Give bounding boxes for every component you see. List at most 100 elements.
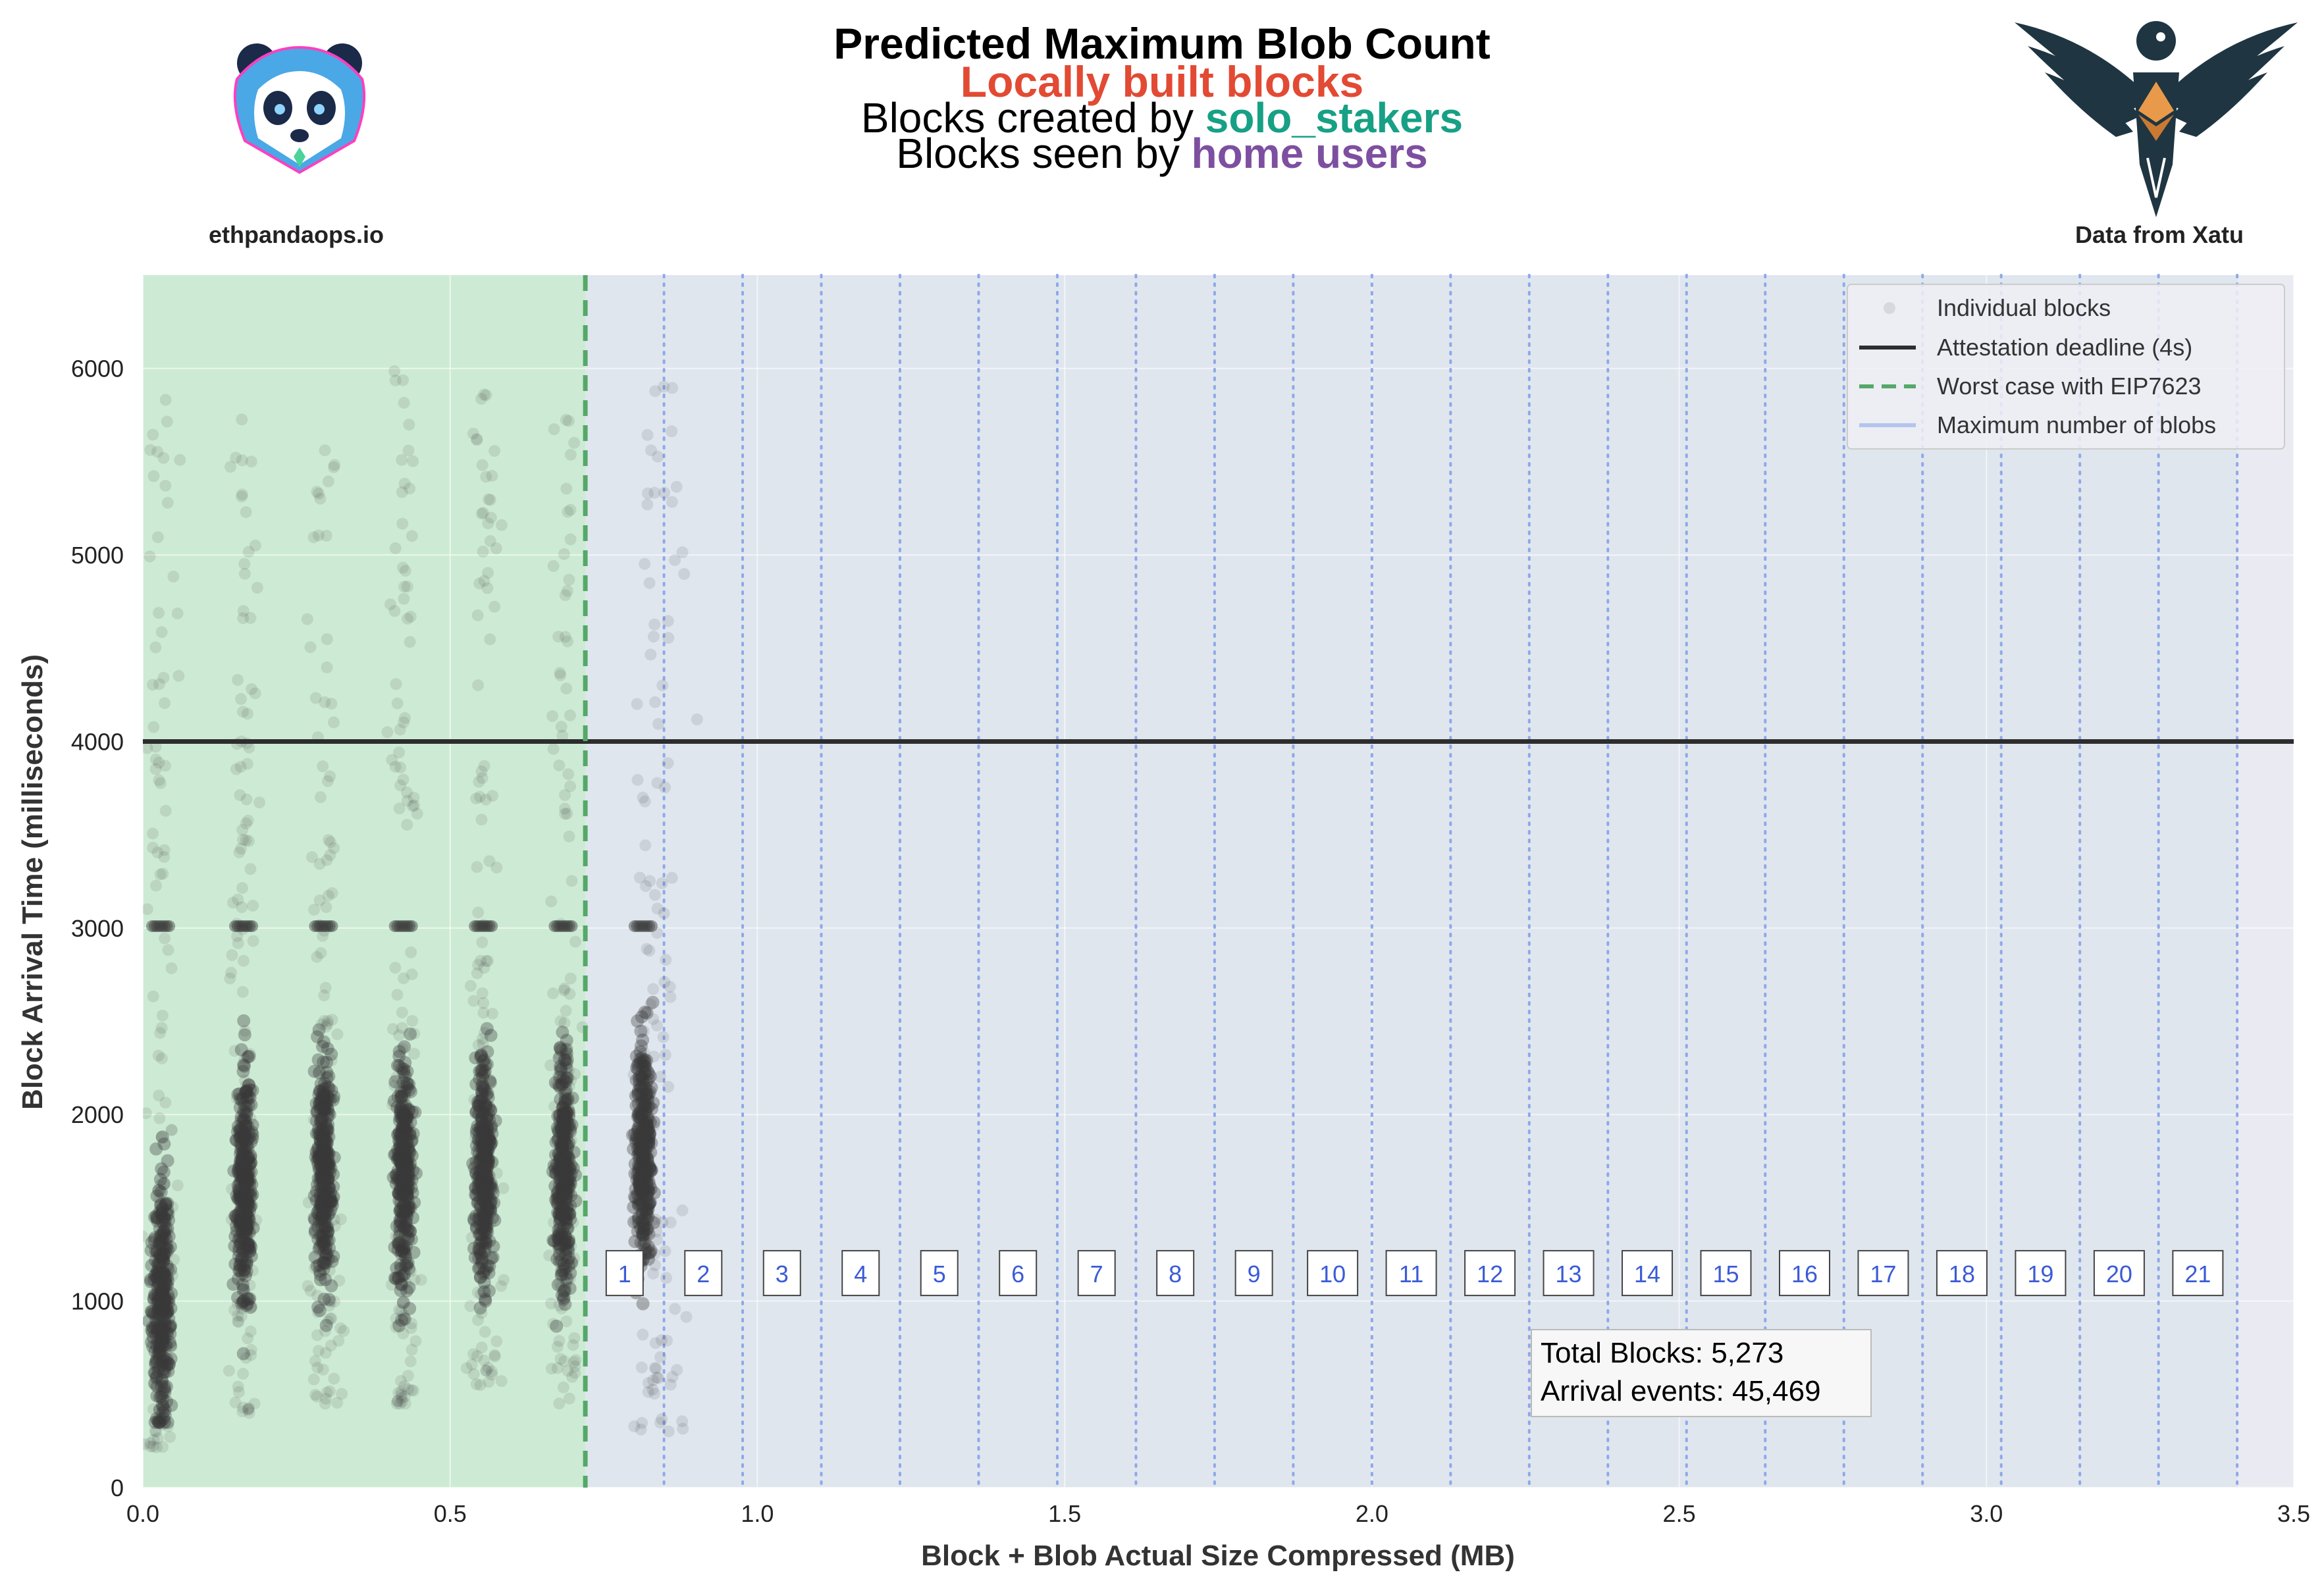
block-point [547, 742, 560, 755]
block-point [393, 1229, 407, 1243]
block-point [319, 1081, 332, 1095]
block-point [313, 1258, 327, 1272]
block-point [154, 1228, 168, 1241]
block-point [155, 1229, 169, 1243]
block-point [472, 1228, 486, 1241]
block-point [471, 1095, 485, 1108]
block-point [475, 1222, 489, 1236]
block-point [151, 531, 164, 544]
block-point [556, 1101, 569, 1115]
block-point [149, 1268, 163, 1282]
block-point [321, 1158, 335, 1172]
block-point [397, 374, 409, 386]
block-point [231, 1162, 245, 1176]
block-point [402, 1143, 415, 1157]
block-point [479, 1166, 493, 1180]
block-point [476, 1209, 490, 1222]
block-point [230, 1224, 244, 1237]
block-point [161, 1356, 174, 1370]
block-point [396, 1164, 410, 1178]
block-point [157, 1415, 171, 1429]
block-point [644, 1244, 658, 1258]
block-point [313, 1084, 327, 1098]
block-point [237, 1113, 251, 1127]
block-point [398, 1313, 411, 1326]
block-point [151, 1415, 165, 1428]
block-point [157, 1226, 171, 1239]
block-point [310, 1206, 324, 1220]
block-point [391, 1395, 404, 1407]
block-point [640, 1206, 654, 1220]
block-point [569, 1168, 583, 1182]
block-point [641, 1124, 655, 1137]
block-point [397, 1062, 411, 1076]
block-point [240, 1108, 253, 1122]
block-point [317, 1126, 330, 1140]
block-point [477, 1189, 491, 1203]
block-point [155, 626, 168, 638]
block-point [485, 1180, 498, 1193]
block-point [629, 1191, 643, 1205]
block-point [313, 1102, 327, 1116]
block-point [394, 1397, 406, 1410]
block-point [149, 1314, 163, 1328]
block-point [628, 1235, 642, 1249]
block-point [549, 1193, 562, 1206]
block-point [552, 1125, 566, 1139]
block-point [477, 545, 489, 558]
block-point [239, 1137, 251, 1149]
block-point [556, 1107, 570, 1121]
block-point [406, 1343, 418, 1356]
block-point [161, 1288, 174, 1301]
block-point [321, 1172, 335, 1186]
block-point [337, 1325, 350, 1338]
block-point [467, 995, 480, 1007]
block-point [648, 889, 661, 901]
block-point [319, 1195, 333, 1209]
block-point [236, 1166, 250, 1180]
block-point [243, 1091, 257, 1105]
block-point [396, 1149, 409, 1163]
block-point [398, 1153, 411, 1167]
block-point [642, 1132, 656, 1145]
block-point [149, 1270, 163, 1284]
block-point [483, 1134, 497, 1148]
block-point [639, 1164, 653, 1178]
block-point [160, 1395, 174, 1409]
block-point [483, 1177, 496, 1191]
block-point [323, 1195, 337, 1209]
block-point [315, 1213, 329, 1227]
block-point [637, 1130, 650, 1143]
block-point [636, 1228, 650, 1242]
block-point [395, 1155, 409, 1169]
block-point [231, 1272, 245, 1286]
block-point [146, 827, 159, 840]
block-point [481, 1174, 494, 1188]
block-point [635, 1010, 648, 1024]
block-point [395, 1158, 409, 1172]
block-point [318, 1162, 332, 1176]
block-point [323, 920, 336, 933]
block-point [475, 1307, 488, 1319]
block-point [172, 669, 185, 682]
block-point [394, 1205, 408, 1218]
block-point [473, 1212, 487, 1226]
block-point [641, 1202, 654, 1216]
block-point [477, 1137, 491, 1151]
block-point [396, 1395, 408, 1408]
block-point [388, 1075, 402, 1089]
block-point [401, 1111, 415, 1125]
block-point [396, 1209, 410, 1223]
block-point [401, 1175, 415, 1189]
block-point [153, 920, 166, 933]
block-point [391, 1164, 405, 1178]
block-point [163, 1320, 176, 1334]
block-point [318, 1257, 332, 1270]
block-point [392, 1172, 406, 1185]
block-point [558, 1123, 572, 1137]
block-point [475, 1341, 488, 1354]
blob-label-text: 20 [2106, 1261, 2132, 1288]
block-point [308, 1262, 321, 1274]
block-point [160, 1207, 174, 1220]
